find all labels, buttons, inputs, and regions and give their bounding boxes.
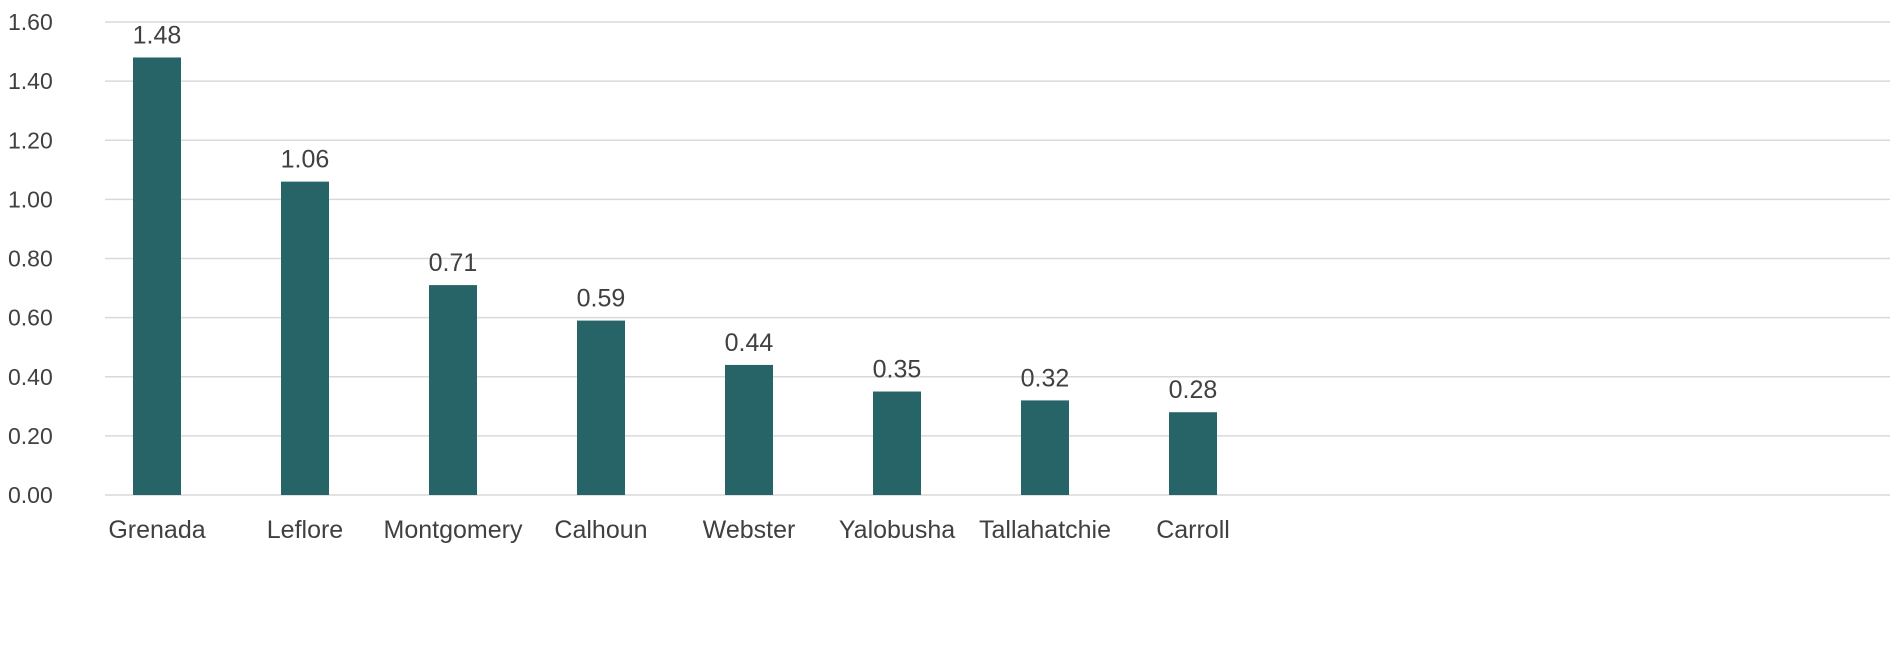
gridlines <box>105 21 1890 496</box>
data-label: 0.35 <box>873 356 922 384</box>
x-category-label: Grenada <box>108 516 205 544</box>
x-category-label: Carroll <box>1156 516 1230 544</box>
y-tick-label: 1.60 <box>8 9 53 35</box>
x-category-label: Leflore <box>267 516 343 544</box>
y-tick-label: 0.20 <box>8 423 53 449</box>
data-label: 0.71 <box>429 249 478 277</box>
y-tick-label: 1.00 <box>8 186 53 212</box>
y-tick-label: 0.00 <box>8 482 53 508</box>
bar <box>1021 400 1069 495</box>
y-tick-label: 0.60 <box>8 305 53 331</box>
bars <box>133 57 1217 495</box>
bar <box>429 285 477 495</box>
bar <box>873 391 921 495</box>
x-category-label: Yalobusha <box>839 516 955 544</box>
y-axis-tick-labels: 0.00 0.20 0.40 0.60 0.80 1.00 1.20 1.40 1.60 <box>8 9 53 508</box>
bar <box>133 57 181 495</box>
bar <box>1169 412 1217 495</box>
y-tick-label: 0.80 <box>8 246 53 272</box>
data-label: 0.59 <box>577 285 626 313</box>
data-label: 0.44 <box>725 329 774 357</box>
x-category-label: Tallahatchie <box>979 516 1111 544</box>
x-category-label: Calhoun <box>554 516 647 544</box>
data-label: 1.48 <box>133 21 182 49</box>
y-tick-label: 0.40 <box>8 364 53 390</box>
y-tick-label: 1.40 <box>8 68 53 94</box>
data-label: 1.06 <box>281 146 330 174</box>
x-category-label: Webster <box>703 516 796 544</box>
bar <box>577 320 625 495</box>
x-axis-category-labels: Grenada Leflore Montgomery Calhoun Webster Ya… <box>108 516 1229 544</box>
data-label: 0.32 <box>1021 364 1070 392</box>
bar <box>725 364 773 495</box>
data-label: 0.28 <box>1169 376 1218 404</box>
data-labels: 1.48 1.06 0.71 0.59 0.44 0.35 0.32 0.28 <box>133 21 1218 404</box>
bar <box>281 181 329 495</box>
x-category-label: Montgomery <box>384 516 523 544</box>
y-tick-label: 1.20 <box>8 127 53 153</box>
